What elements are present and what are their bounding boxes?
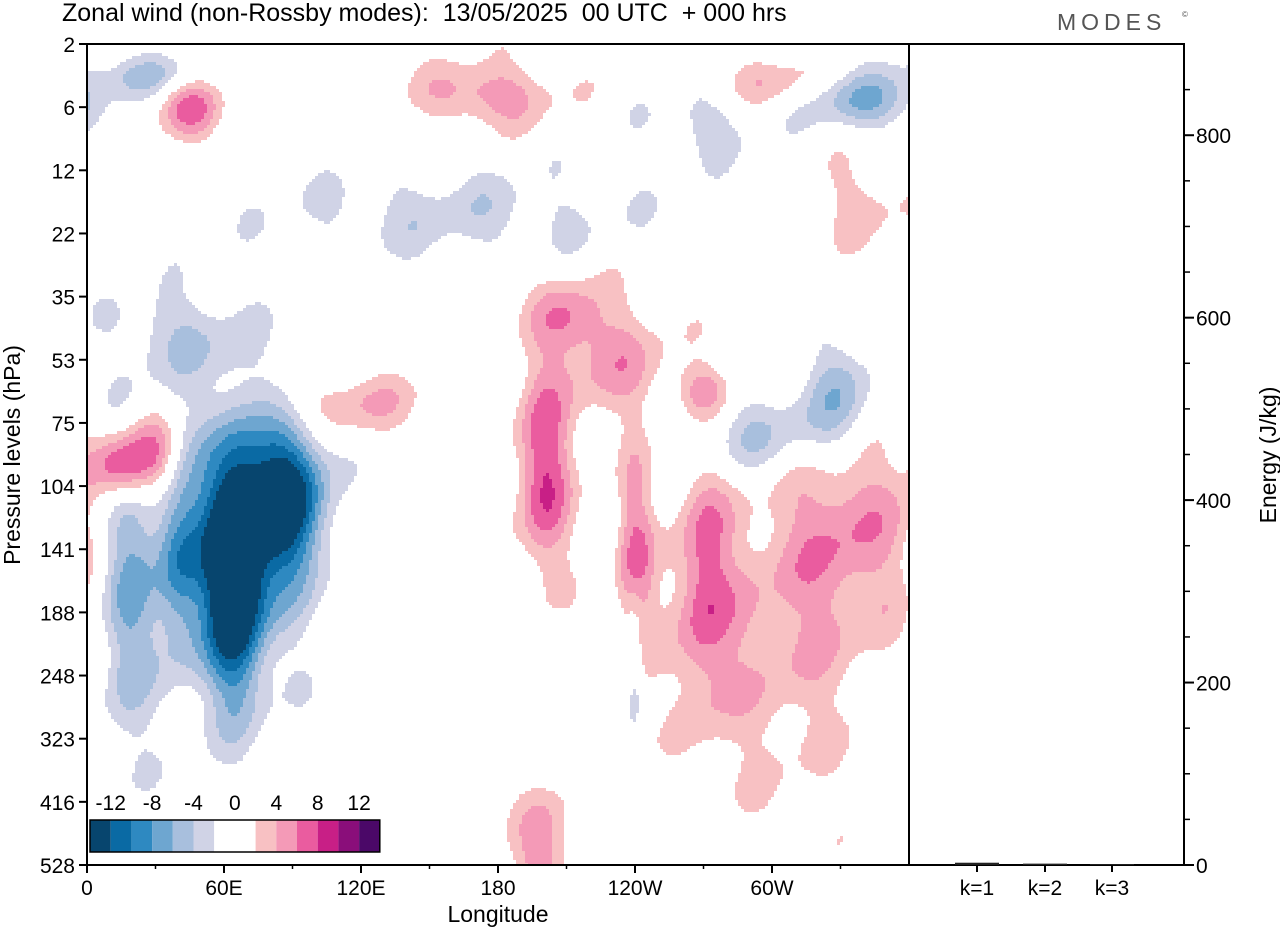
- y-tick-label: 22: [52, 223, 75, 246]
- y-tick-label: 12: [52, 160, 75, 183]
- legend-label: -12: [96, 792, 126, 815]
- y-tick-label: 104: [40, 476, 75, 499]
- legend-label: -8: [143, 792, 162, 815]
- energy-axis: 0 200 400 600 800: [1184, 88, 1231, 878]
- y-tick-label: 188: [40, 602, 75, 625]
- energy-bars: k=1 k=2 k=3: [955, 862, 1134, 900]
- contour-negative-12: [201, 458, 306, 659]
- x-tick-label: 0: [81, 877, 93, 900]
- legend-swatch: [276, 820, 297, 852]
- y-tick-label: 323: [40, 729, 75, 752]
- legend-swatch: [234, 820, 256, 852]
- energy-tick-label: 800: [1196, 125, 1231, 148]
- legend-label: -4: [184, 792, 203, 815]
- x-axis: 0 60E 120E 180 120W 60W: [81, 865, 842, 900]
- contour-field: [87, 47, 909, 866]
- legend-swatch: [297, 820, 318, 852]
- x-tick-label: 120W: [608, 877, 663, 900]
- legend-swatch: [172, 820, 194, 852]
- contour-positive-2: [87, 47, 909, 866]
- legend-frame: [89, 819, 381, 853]
- color-legend: -12 -8 -4 0 4 8 12: [89, 792, 381, 853]
- legend-swatch: [193, 820, 215, 852]
- copyright-mark: ©: [1182, 10, 1188, 19]
- energy-bar-label: k=2: [1028, 877, 1062, 900]
- y-axis-title: Pressure levels (hPa): [0, 345, 25, 565]
- contour-negative-8: [168, 431, 318, 686]
- y-tick-label: 528: [40, 855, 75, 878]
- legend-swatch: [90, 820, 111, 852]
- x-tick-label: 180: [480, 877, 515, 900]
- chart-title: Zonal wind (non-Rossby modes): 13/05/202…: [62, 0, 787, 27]
- y-axis: 2 6 12 22 35 53 75 104 141 188 248 323 416 528: [40, 34, 87, 878]
- energy-tick-label: 0: [1196, 855, 1208, 878]
- energy-bar: [1023, 863, 1067, 865]
- energy-tick-label: 200: [1196, 673, 1231, 696]
- modes-logo: MODES: [1057, 9, 1167, 35]
- energy-tick-label: 600: [1196, 308, 1231, 331]
- y-tick-label: 2: [63, 34, 75, 57]
- y-tick-label: 6: [63, 97, 75, 120]
- x-tick-label: 60E: [205, 877, 242, 900]
- y-tick-label: 141: [40, 539, 75, 562]
- x-tick-label: 60W: [750, 877, 793, 900]
- x-tick-label: 120E: [336, 877, 385, 900]
- legend-swatch: [152, 820, 173, 852]
- energy-axis-title: Energy (J/kg): [1255, 387, 1280, 524]
- energy-bar: [1090, 864, 1134, 866]
- x-axis-title: Longitude: [447, 901, 548, 927]
- legend-swatch: [255, 820, 277, 852]
- legend-label: 4: [270, 792, 282, 815]
- contour-negative-2: [87, 53, 909, 791]
- energy-bar-label: k=1: [960, 877, 994, 900]
- energy-panel-frame: [908, 43, 1185, 866]
- legend-swatch: [110, 820, 132, 852]
- legend-label: 8: [312, 792, 324, 815]
- y-tick-label: 416: [40, 792, 75, 815]
- legend-label: 12: [347, 792, 370, 815]
- contour-negative-10: [177, 443, 312, 671]
- legend-swatch: [359, 820, 380, 852]
- y-tick-label: 35: [52, 287, 75, 310]
- energy-bar-label: k=3: [1095, 877, 1129, 900]
- legend-swatch: [214, 820, 235, 852]
- energy-tick-label: 400: [1196, 490, 1231, 513]
- y-tick-label: 75: [52, 413, 75, 436]
- legend-swatch: [317, 820, 339, 852]
- legend-swatch: [131, 820, 153, 852]
- contour-negative-6: [117, 86, 882, 716]
- legend-swatch: [338, 820, 360, 852]
- legend-label: 0: [229, 792, 241, 815]
- y-tick-label: 53: [52, 350, 75, 373]
- y-tick-label: 248: [40, 666, 75, 689]
- energy-bar: [955, 862, 999, 865]
